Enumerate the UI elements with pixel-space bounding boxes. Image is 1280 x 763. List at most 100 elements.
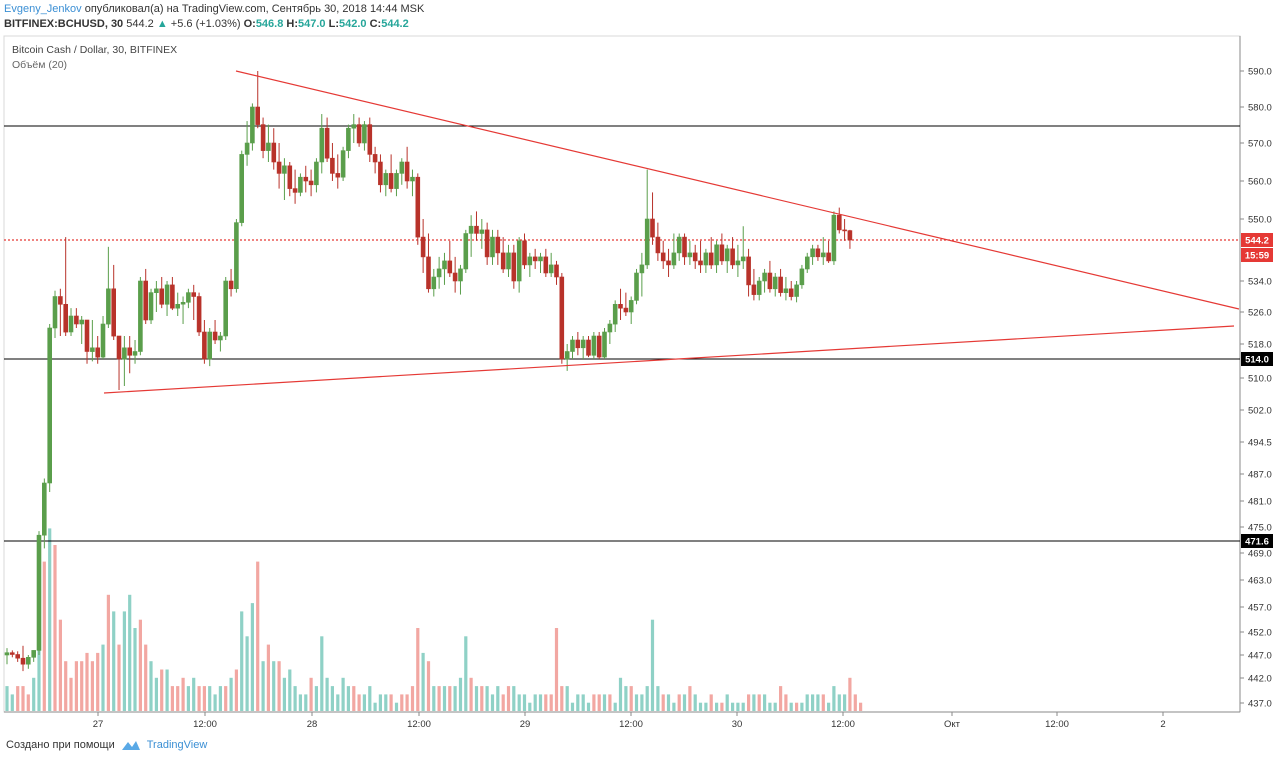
candle-body bbox=[650, 218, 655, 238]
volume-bar bbox=[266, 644, 270, 711]
volume-bar bbox=[346, 686, 350, 711]
volume-bar bbox=[458, 677, 463, 711]
candle-body bbox=[212, 331, 218, 341]
candle-body bbox=[714, 244, 719, 266]
candle-body bbox=[138, 280, 143, 352]
candle-body bbox=[378, 161, 383, 186]
volume-bar bbox=[85, 652, 89, 711]
y-tick-label: 570.0 bbox=[1248, 139, 1272, 150]
volume-bar bbox=[474, 686, 479, 711]
volume-bar bbox=[352, 686, 356, 711]
volume-bar bbox=[763, 694, 767, 711]
candle-body bbox=[644, 218, 650, 266]
candle-body bbox=[543, 256, 549, 274]
trend-lines[interactable] bbox=[103, 70, 1240, 394]
candle-body bbox=[836, 214, 842, 231]
time-axis[interactable]: 27 12:00 28 12:00 29 12:00 30 12:00 Окт 12:00 2 bbox=[93, 712, 1166, 730]
y-tick-label: 550.0 bbox=[1248, 215, 1272, 226]
candle-body bbox=[84, 319, 90, 352]
volume-bar bbox=[501, 694, 505, 711]
volume-bar bbox=[336, 694, 340, 711]
candle-body bbox=[15, 654, 20, 659]
volume-bar bbox=[58, 619, 62, 711]
volume-bar bbox=[320, 636, 324, 711]
volume-bar bbox=[827, 702, 831, 711]
volume-bar bbox=[229, 677, 233, 711]
volume-bar bbox=[208, 686, 212, 711]
y-tick-label: 447.0 bbox=[1248, 651, 1272, 662]
candle-body bbox=[404, 161, 410, 182]
volume-bar bbox=[416, 628, 420, 711]
volume-bar bbox=[10, 694, 14, 711]
volume-bar bbox=[645, 686, 649, 711]
candle-body bbox=[463, 233, 469, 270]
candle-body bbox=[202, 331, 207, 360]
candle-body bbox=[47, 327, 53, 484]
y-tick-label: 452.0 bbox=[1248, 628, 1272, 639]
volume-bar bbox=[160, 669, 164, 711]
y-tick-label: 481.0 bbox=[1248, 497, 1272, 508]
resistance-trendline[interactable] bbox=[235, 70, 1240, 310]
volume-bar bbox=[384, 694, 388, 711]
y-tick-label: 590.0 bbox=[1248, 67, 1272, 78]
candle-body bbox=[756, 280, 762, 295]
candle-body bbox=[735, 260, 741, 266]
y-tick-label: 442.0 bbox=[1248, 674, 1272, 685]
volume-bar bbox=[293, 686, 297, 711]
candle-body bbox=[74, 315, 79, 325]
candle-body bbox=[804, 256, 810, 270]
candle-body bbox=[271, 142, 277, 163]
volume-bar bbox=[522, 694, 527, 711]
volume-bar bbox=[314, 686, 318, 711]
volume-bar bbox=[32, 677, 36, 711]
candle-body bbox=[634, 272, 639, 301]
volume-bar bbox=[533, 694, 537, 711]
candle-body bbox=[372, 154, 378, 163]
candle-body bbox=[4, 652, 10, 656]
low-value: 542.0 bbox=[339, 18, 367, 30]
volume-bar bbox=[795, 702, 799, 711]
volume-bar bbox=[725, 694, 729, 711]
plot-frame bbox=[3, 35, 1241, 713]
volume-bar bbox=[234, 669, 238, 711]
candle-body bbox=[180, 301, 186, 305]
chart-header: Evgeny_Jenkov опубликовал(а) на TradingV… bbox=[4, 2, 1274, 32]
countdown-label: 15:59 bbox=[1245, 251, 1269, 262]
volume-bar bbox=[437, 686, 441, 711]
candle-body bbox=[287, 165, 293, 189]
volume-bar bbox=[101, 644, 105, 711]
candle-body bbox=[298, 176, 303, 193]
tradingview-brand-link[interactable]: TradingView bbox=[146, 739, 208, 751]
volume-bar bbox=[789, 702, 793, 711]
volume-bar bbox=[218, 686, 222, 711]
publish-text: опубликовал(а) на TradingView.com, Сентя… bbox=[81, 3, 425, 15]
volume-bar bbox=[357, 694, 361, 711]
candle-body bbox=[490, 236, 495, 258]
candle-body bbox=[68, 315, 74, 333]
candle-body bbox=[794, 284, 799, 297]
price-axis[interactable]: 590.0 580.0 570.0 560.0 550.0 544.2 15:59 534.0… bbox=[1240, 67, 1273, 710]
volume-bar bbox=[843, 694, 847, 711]
candle-body bbox=[170, 284, 175, 309]
change-arrow-icon: ▲ bbox=[156, 18, 168, 30]
candle-body bbox=[730, 248, 735, 266]
volume-bar bbox=[16, 686, 20, 711]
support-trendline[interactable] bbox=[103, 325, 1235, 394]
candle-body bbox=[143, 280, 148, 321]
author-link[interactable]: Evgeny_Jenkov bbox=[4, 3, 82, 15]
candle-body bbox=[708, 252, 714, 266]
volume-bar bbox=[69, 677, 73, 711]
candle-body bbox=[127, 347, 132, 356]
volume-bar bbox=[378, 694, 382, 711]
candle-body bbox=[842, 229, 847, 232]
candle-body bbox=[655, 236, 661, 254]
y-tick-label: 469.0 bbox=[1248, 549, 1272, 560]
y-tick-label: 475.0 bbox=[1248, 523, 1272, 534]
candle-body bbox=[116, 335, 122, 360]
volume-bar bbox=[549, 694, 553, 711]
candle-body bbox=[703, 252, 709, 266]
candle-body bbox=[586, 339, 591, 356]
volume-bar bbox=[597, 694, 601, 711]
volume-bar bbox=[682, 694, 687, 711]
